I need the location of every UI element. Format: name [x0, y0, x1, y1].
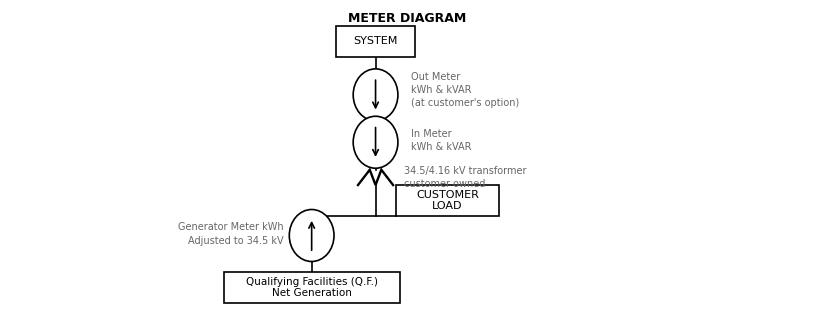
- Text: Generator Meter kWh
Adjusted to 34.5 kV: Generator Meter kWh Adjusted to 34.5 kV: [178, 222, 284, 246]
- Text: Out Meter
kWh & kVAR
(at customer's option): Out Meter kWh & kVAR (at customer's opti…: [412, 72, 520, 109]
- Text: METER DIAGRAM: METER DIAGRAM: [348, 12, 467, 25]
- FancyBboxPatch shape: [395, 185, 500, 216]
- Text: CUSTOMER
LOAD: CUSTOMER LOAD: [416, 189, 479, 211]
- Ellipse shape: [353, 116, 398, 168]
- Ellipse shape: [289, 210, 334, 261]
- FancyBboxPatch shape: [336, 26, 416, 57]
- FancyBboxPatch shape: [224, 272, 399, 303]
- Ellipse shape: [353, 69, 398, 121]
- Text: 34.5/4.16 kV transformer
customer owned: 34.5/4.16 kV transformer customer owned: [403, 166, 526, 189]
- Text: Qualifying Facilities (Q.F.)
Net Generation: Qualifying Facilities (Q.F.) Net Generat…: [245, 277, 377, 298]
- Text: In Meter
kWh & kVAR: In Meter kWh & kVAR: [412, 129, 472, 152]
- Text: SYSTEM: SYSTEM: [354, 36, 398, 46]
